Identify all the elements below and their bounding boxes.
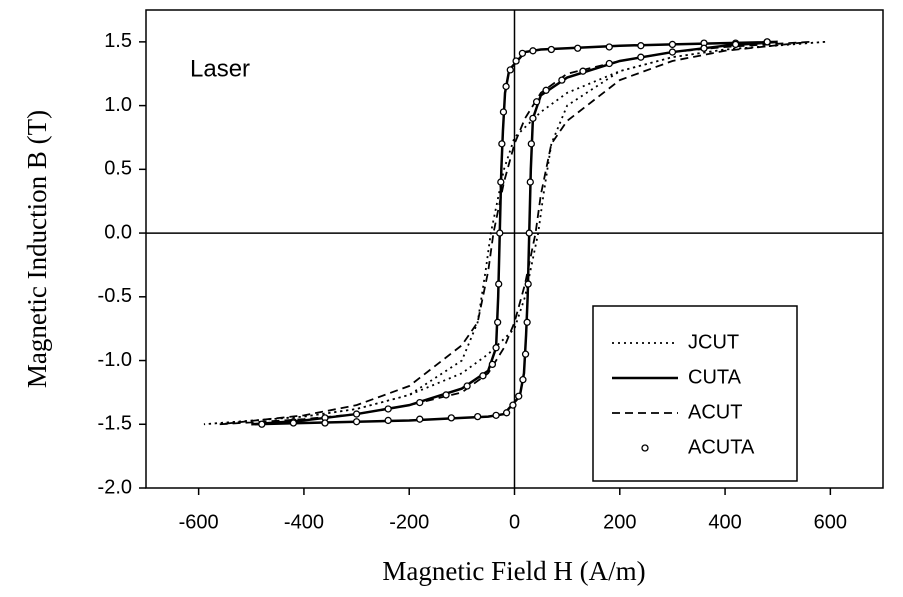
x-tick-label: 400 bbox=[708, 511, 741, 533]
data-point bbox=[492, 344, 500, 352]
data-point bbox=[416, 398, 424, 407]
data-point bbox=[521, 350, 530, 358]
annotation: Laser bbox=[190, 55, 250, 82]
series-line bbox=[219, 40, 810, 426]
data-point bbox=[763, 38, 771, 46]
y-tick-label: 0.5 bbox=[104, 158, 132, 180]
data-point bbox=[526, 178, 534, 186]
data-point bbox=[700, 44, 708, 52]
data-point bbox=[442, 391, 450, 399]
data-point bbox=[447, 414, 455, 422]
x-tick-label: -600 bbox=[179, 511, 219, 533]
legend-label: CUTA bbox=[688, 366, 742, 388]
x-tick-label: -200 bbox=[389, 511, 429, 533]
data-point bbox=[479, 372, 487, 380]
data-point bbox=[473, 412, 482, 421]
data-point bbox=[525, 229, 533, 237]
data-point bbox=[518, 49, 527, 57]
data-point bbox=[668, 40, 677, 49]
data-point bbox=[321, 419, 329, 427]
data-point bbox=[494, 318, 502, 326]
legend-box bbox=[592, 305, 798, 482]
data-point bbox=[637, 42, 645, 50]
x-tick-label: 0 bbox=[509, 511, 520, 533]
data-point bbox=[289, 419, 298, 427]
data-point bbox=[495, 280, 503, 288]
series-line bbox=[251, 40, 778, 426]
data-point bbox=[637, 53, 645, 61]
data-point bbox=[498, 140, 506, 148]
x-axis-title: Magnetic Field H (A/m) bbox=[382, 556, 645, 586]
data-point bbox=[529, 47, 537, 55]
y-tick-label: -2.0 bbox=[98, 476, 132, 498]
data-point bbox=[731, 40, 740, 49]
data-point bbox=[527, 140, 535, 148]
x-tick-label: 200 bbox=[603, 511, 636, 533]
y-tick-label: -1.5 bbox=[98, 413, 132, 435]
data-point bbox=[416, 415, 424, 423]
data-point bbox=[558, 76, 566, 84]
data-point bbox=[496, 229, 504, 237]
data-point bbox=[506, 66, 514, 74]
data-point bbox=[502, 409, 511, 417]
data-point bbox=[502, 82, 510, 91]
y-tick-label: 1.0 bbox=[104, 94, 132, 116]
data-point bbox=[384, 405, 392, 413]
data-point bbox=[532, 98, 541, 106]
y-tick-label: -0.5 bbox=[98, 285, 132, 307]
data-point bbox=[519, 376, 527, 384]
data-point bbox=[258, 420, 266, 428]
legend-label: ACUT bbox=[688, 401, 742, 423]
data-point bbox=[463, 382, 471, 390]
data-point bbox=[605, 43, 613, 51]
data-point bbox=[542, 86, 550, 94]
data-point bbox=[509, 401, 517, 409]
legend-swatch bbox=[641, 444, 649, 452]
data-point bbox=[352, 418, 361, 426]
data-point bbox=[384, 416, 392, 425]
data-point bbox=[499, 108, 508, 116]
data-point bbox=[668, 48, 677, 56]
data-point bbox=[512, 57, 520, 65]
data-point bbox=[547, 45, 555, 54]
x-tick-label: -400 bbox=[284, 511, 324, 533]
y-tick-label: -1.0 bbox=[98, 349, 132, 371]
data-point bbox=[515, 392, 523, 400]
y-axis-title: Magnetic Induction B (T) bbox=[22, 110, 52, 388]
data-point bbox=[605, 59, 613, 68]
x-tick-label: 600 bbox=[814, 511, 847, 533]
data-point bbox=[492, 411, 500, 419]
data-point bbox=[352, 410, 361, 418]
data-point bbox=[574, 44, 582, 52]
data-point bbox=[523, 318, 531, 326]
y-tick-label: 0.0 bbox=[104, 221, 132, 243]
data-point bbox=[529, 114, 537, 122]
data-point bbox=[524, 280, 532, 288]
data-point bbox=[579, 67, 587, 75]
legend-label: JCUT bbox=[688, 331, 739, 353]
data-point bbox=[497, 178, 505, 186]
data-point bbox=[488, 360, 497, 369]
y-tick-label: 1.5 bbox=[104, 30, 132, 52]
legend-label: ACUTA bbox=[688, 436, 755, 458]
